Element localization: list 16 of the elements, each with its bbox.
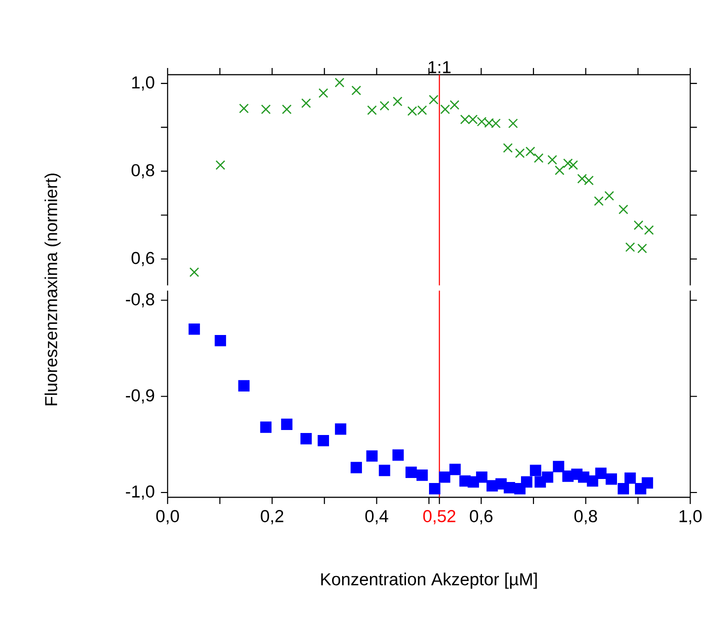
x-tick-label: 0,52: [423, 510, 456, 524]
y-axis-title: Fluoreszenzmaxima (normiert): [44, 173, 61, 406]
ref-line-label: 1:1: [428, 61, 451, 73]
y-tick-label: -1,0: [126, 485, 154, 500]
y-tick-label: -0,9: [126, 389, 154, 404]
x-tick-label: 0,4: [365, 510, 388, 524]
y-tick-label: 0,6: [132, 252, 154, 266]
x-tick-label: 0,8: [574, 510, 597, 524]
y-tick-label: 0,8: [132, 164, 154, 178]
x-tick-label: 1,0: [680, 510, 702, 524]
x-tick-label: 0,2: [260, 510, 284, 524]
x-axis-title: Konzentration Akzeptor [µM]: [321, 572, 537, 589]
x-tick-label: 0,6: [470, 510, 492, 524]
y-tick-label: 1,0: [132, 76, 154, 90]
x-tick-label: 0,0: [156, 510, 179, 524]
y-tick-label: -0,8: [126, 292, 154, 308]
